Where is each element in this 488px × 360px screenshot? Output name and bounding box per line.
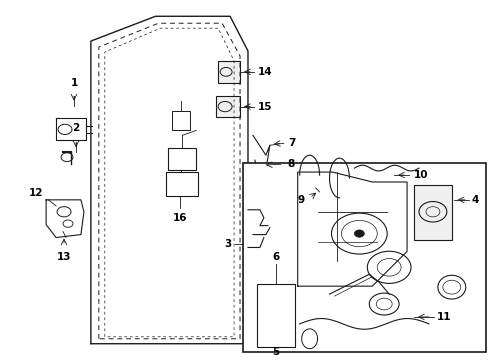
- Bar: [218, 61, 240, 83]
- Bar: [413, 185, 451, 239]
- Text: 15: 15: [257, 102, 272, 112]
- Text: 11: 11: [436, 312, 450, 322]
- Text: 16: 16: [173, 213, 187, 223]
- Text: 10: 10: [413, 170, 427, 180]
- Text: 7: 7: [287, 138, 295, 148]
- Text: 13: 13: [57, 252, 71, 262]
- Bar: [216, 96, 240, 117]
- Text: 14: 14: [257, 67, 272, 77]
- Text: 9: 9: [297, 195, 304, 205]
- Bar: [172, 111, 190, 130]
- Text: 6: 6: [272, 252, 279, 262]
- Bar: [256, 284, 294, 347]
- Bar: [168, 148, 196, 170]
- Text: 8: 8: [287, 159, 294, 169]
- Text: 4: 4: [471, 195, 478, 205]
- Circle shape: [354, 230, 364, 237]
- Bar: [166, 172, 198, 196]
- Text: 12: 12: [29, 188, 43, 198]
- Text: 5: 5: [272, 347, 279, 357]
- Text: 1: 1: [70, 78, 78, 88]
- Text: 3: 3: [224, 239, 231, 249]
- Text: 2: 2: [72, 123, 80, 134]
- Bar: [243, 163, 485, 352]
